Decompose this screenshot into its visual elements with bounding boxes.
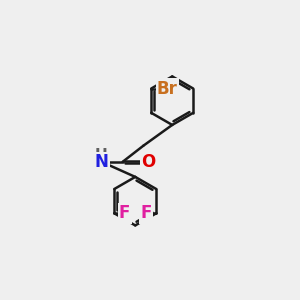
Text: F: F: [140, 204, 152, 222]
Text: O: O: [141, 153, 156, 171]
Text: H: H: [94, 148, 107, 163]
Text: N: N: [95, 153, 109, 171]
Text: Br: Br: [157, 80, 178, 98]
Text: F: F: [119, 204, 130, 222]
